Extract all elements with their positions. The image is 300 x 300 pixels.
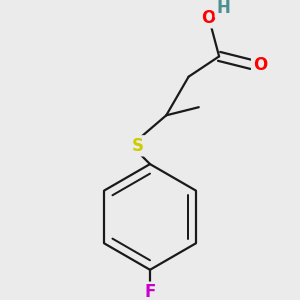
- Text: F: F: [144, 283, 156, 300]
- Text: S: S: [132, 137, 144, 155]
- Text: O: O: [201, 9, 215, 27]
- Text: O: O: [253, 56, 267, 74]
- Text: H: H: [216, 0, 230, 16]
